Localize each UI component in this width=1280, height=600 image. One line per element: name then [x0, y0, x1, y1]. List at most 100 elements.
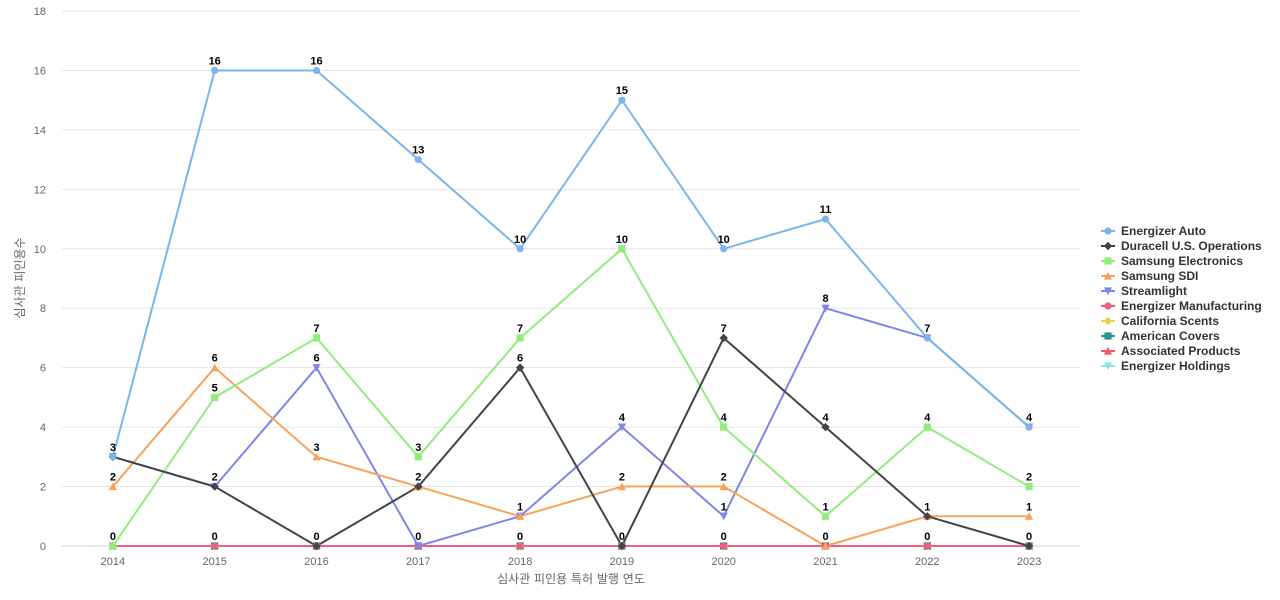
- marker-duracell-u-s-operations: [719, 333, 728, 343]
- data-label: 2: [415, 472, 421, 484]
- marker-energizer-manufacturing: [720, 542, 728, 550]
- marker-samsung-electronics: [821, 512, 830, 520]
- legend-item-energizer-auto[interactable]: Energizer Auto: [1101, 224, 1206, 238]
- marker-duracell-u-s-operations: [414, 482, 423, 491]
- y-tick-label: 0: [40, 541, 46, 553]
- marker-duracell-u-s-operations: [617, 541, 627, 551]
- legend-item-energizer-holdings[interactable]: Energizer Holdings: [1101, 359, 1231, 373]
- data-label: 0: [822, 531, 828, 543]
- data-label: 1: [822, 501, 828, 513]
- legend-label: Associated Products: [1121, 344, 1241, 358]
- marker-streamlight: [617, 423, 626, 432]
- legend-marker: [1103, 271, 1113, 280]
- marker-energizer-manufacturing: [516, 542, 524, 550]
- legend-label: Energizer Auto: [1121, 224, 1206, 238]
- y-tick-label: 10: [34, 244, 46, 256]
- legend-label: California Scents: [1121, 314, 1219, 328]
- legend-marker: [1104, 332, 1112, 340]
- legend-item-streamlight[interactable]: Streamlight: [1101, 284, 1187, 298]
- marker-samsung-electronics: [109, 542, 117, 550]
- data-label: 7: [313, 323, 319, 335]
- data-label: 6: [212, 353, 218, 365]
- data-label: 0: [924, 531, 930, 543]
- marker-samsung-sdi: [1025, 512, 1034, 520]
- data-label: 2: [721, 472, 727, 484]
- data-label: 11: [820, 204, 832, 216]
- data-label: 4: [924, 412, 931, 424]
- marker-samsung-electronics: [516, 334, 524, 342]
- data-label: 0: [1026, 531, 1032, 543]
- y-axis-ticks: 0 2 4 6 8 10 12 14 16 18: [34, 6, 46, 553]
- marker-samsung-electronics: [923, 423, 931, 431]
- marker-samsung-electronics: [211, 393, 219, 401]
- legend-item-american-covers[interactable]: American Covers: [1101, 329, 1220, 343]
- gridlines: [62, 10, 1080, 488]
- x-tick-label: 2023: [1017, 556, 1041, 568]
- y-tick-label: 4: [40, 422, 46, 434]
- data-label: 8: [822, 293, 828, 305]
- marker-energizer-auto: [720, 245, 728, 253]
- data-label: 0: [721, 531, 727, 543]
- data-label: 2: [1026, 472, 1032, 484]
- x-tick-label: 2019: [610, 556, 634, 568]
- legend-marker: [1103, 346, 1113, 355]
- legend-marker: [1103, 287, 1113, 296]
- marker-duracell-u-s-operations: [821, 422, 830, 432]
- data-label: 16: [310, 55, 322, 67]
- marker-duracell-u-s-operations: [1024, 541, 1034, 551]
- marker-duracell-u-s-operations: [923, 512, 932, 521]
- legend-label: Streamlight: [1121, 284, 1187, 298]
- y-tick-label: 18: [34, 6, 46, 18]
- marker-samsung-electronics: [312, 334, 321, 342]
- data-label: 4: [822, 412, 829, 424]
- data-label: 7: [924, 323, 930, 335]
- y-tick-label: 12: [34, 184, 46, 196]
- marker-streamlight: [312, 364, 321, 372]
- data-labels: 3201665201676301332010761015104201074210…: [110, 55, 1033, 543]
- marker-duracell-u-s-operations: [515, 363, 525, 372]
- data-label: 0: [313, 531, 319, 543]
- marker-energizer-auto: [821, 215, 830, 223]
- data-label: 7: [721, 323, 727, 335]
- legend-item-energizer-manufacturing[interactable]: Energizer Manufacturing: [1101, 299, 1262, 313]
- legend-label: Energizer Holdings: [1121, 359, 1231, 373]
- legend-marker: [1103, 316, 1113, 326]
- legend-item-duracell-u-s-operations[interactable]: Duracell U.S. Operations: [1101, 239, 1262, 253]
- data-label: 4: [619, 412, 626, 424]
- marker-energizer-auto: [312, 66, 321, 75]
- legend-label: Energizer Manufacturing: [1121, 299, 1262, 313]
- x-axis-ticks: 2014 2015 2016 2017 2018 2019 2020 2021 2022 2023: [101, 556, 1042, 568]
- legend-marker: [1103, 362, 1113, 371]
- data-label: 1: [924, 501, 930, 513]
- data-label: 3: [313, 442, 319, 454]
- legend-marker: [1104, 227, 1112, 235]
- legend-item-samsung-electronics[interactable]: Samsung Electronics: [1101, 254, 1243, 268]
- data-label: 13: [412, 145, 424, 157]
- marker-energizer-manufacturing: [211, 542, 219, 550]
- x-tick-label: 2017: [406, 556, 430, 568]
- legend-marker: [1104, 302, 1112, 310]
- y-axis-title: 심사관 피인용수: [13, 237, 27, 318]
- legend-item-associated-products[interactable]: Associated Products: [1101, 344, 1241, 358]
- data-label: 10: [718, 234, 730, 246]
- y-tick-label: 14: [34, 125, 46, 137]
- data-label: 1: [1026, 501, 1032, 513]
- y-tick-label: 8: [40, 303, 46, 315]
- data-label: 5: [212, 382, 218, 394]
- data-label: 10: [616, 234, 628, 246]
- legend-item-samsung-sdi[interactable]: Samsung SDI: [1101, 269, 1198, 283]
- marker-samsung-sdi: [210, 363, 219, 372]
- data-label: 0: [212, 531, 218, 543]
- legend-marker: [1103, 241, 1113, 251]
- series-line-energizer-auto: [111, 69, 1030, 458]
- x-tick-label: 2021: [813, 556, 837, 568]
- data-label: 4: [721, 412, 728, 424]
- y-tick-label: 16: [34, 65, 46, 77]
- legend-item-california-scents[interactable]: California Scents: [1101, 314, 1219, 328]
- marker-streamlight: [821, 304, 830, 313]
- data-label: 6: [517, 353, 523, 365]
- data-label: 1: [517, 501, 523, 513]
- marker-energizer-manufacturing: [923, 542, 931, 550]
- marker-energizer-auto: [414, 156, 422, 164]
